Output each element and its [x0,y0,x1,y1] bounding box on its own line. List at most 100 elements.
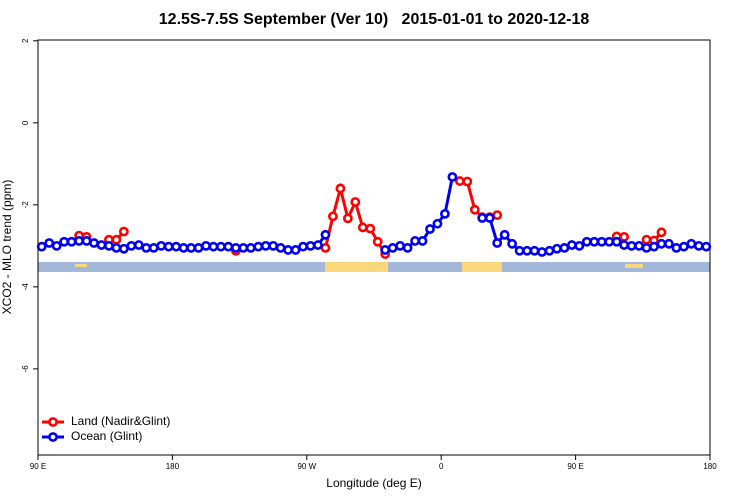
point [604,236,615,247]
point [626,240,637,251]
point [574,240,585,251]
land-strip [625,264,643,268]
point [417,236,428,246]
point [253,241,264,252]
map-strip [38,262,710,272]
y-tick-label: 2 [21,38,30,43]
point [387,243,398,253]
point [552,243,562,254]
point [111,243,122,253]
x-tick-label: 180 [703,462,717,471]
point [492,210,503,221]
point [462,176,473,187]
point [290,245,301,255]
chart-title: 12.5S-7.5S September (Ver 10) 2015-01-01… [159,11,590,28]
point [589,236,600,247]
point [171,241,182,252]
point [260,240,271,251]
point [559,243,570,253]
point [611,236,622,247]
point [313,240,323,250]
y-tick-label: -6 [21,365,30,373]
point [678,241,689,252]
y-tick-label: -2 [21,201,30,209]
x-axis-label: Longitude (deg E) [326,476,421,490]
point [118,226,129,237]
point [641,243,652,253]
point [178,243,189,253]
point [186,243,196,253]
land-strip [75,264,87,267]
y-tick-label: 0 [21,120,30,125]
point [357,222,368,233]
point [148,243,159,253]
x-tick-label: 90 E [30,462,46,471]
point [596,236,607,247]
x-tick-label: 90 E [567,462,583,471]
point [537,247,547,257]
point [641,234,652,245]
y-tick-label: -4 [21,283,30,291]
point [96,240,107,250]
point [245,243,256,253]
point [395,240,406,251]
point [81,236,92,246]
point [619,231,630,242]
point [66,236,77,247]
point [365,223,376,234]
point [238,243,249,253]
y-axis-label: XCO2 - MLO trend (ppm) [0,180,14,315]
point [74,236,84,246]
point [59,236,70,247]
point [335,183,346,194]
point [216,241,226,252]
point [581,236,592,247]
point [693,240,704,251]
point [634,240,644,251]
point [328,211,338,222]
point [671,243,682,253]
x-tick-label: 0 [439,462,444,471]
point [111,234,122,245]
point [507,238,518,249]
legend-label: Land (Nadir&Glint) [71,414,170,428]
point [156,240,167,251]
point [529,245,540,256]
legend-marker [48,432,58,442]
point [447,172,458,182]
point [51,240,62,251]
point [320,229,331,240]
point [283,245,294,255]
point [619,240,630,250]
point [350,197,361,207]
point [664,238,674,249]
land-strip [325,262,388,272]
point [141,243,152,253]
point [118,243,129,254]
point [514,245,525,256]
point [477,213,488,223]
point [454,176,465,186]
point [522,245,532,256]
point [36,241,47,252]
point [440,208,450,219]
point [432,218,443,229]
point [193,243,204,253]
point [230,243,241,253]
point [305,240,316,251]
point [484,213,495,223]
point [163,241,174,252]
point [89,238,99,248]
point [469,204,480,215]
point [566,240,577,250]
point [133,240,144,250]
point [201,240,211,251]
point [686,238,697,249]
point [126,240,137,251]
point [656,227,667,238]
x-tick-label: 180 [166,462,180,471]
point [208,241,219,252]
point [342,213,353,224]
